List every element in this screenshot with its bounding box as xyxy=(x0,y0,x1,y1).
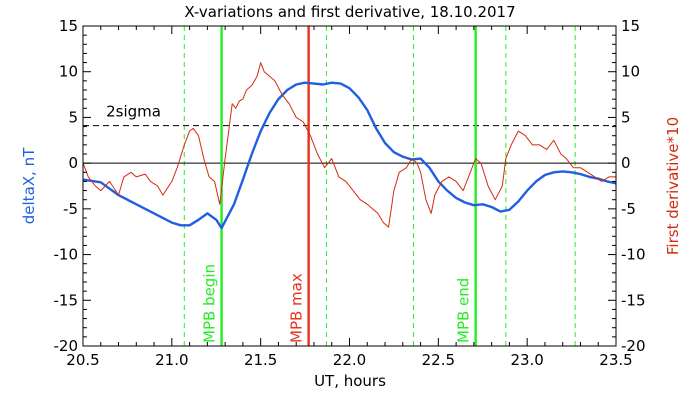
reference-lines: 2sigma xyxy=(83,103,616,164)
right-y-tick-label: -20 xyxy=(621,337,646,355)
x-tick-label: 23.0 xyxy=(510,351,543,369)
sigma-label: 2sigma xyxy=(106,103,161,121)
left-y-tick-label: 15 xyxy=(59,17,78,35)
x-tick-label: 21.5 xyxy=(244,351,277,369)
deltaX-series-line xyxy=(82,81,617,230)
marker-label-2: MPB end xyxy=(455,278,473,343)
x-tick-label: 20.5 xyxy=(66,351,99,369)
left-y-tick-label: -5 xyxy=(63,200,78,218)
left-y-tick-label: 10 xyxy=(59,63,78,81)
right-y-tick-label: -10 xyxy=(621,246,646,264)
x-axis-label: UT, hours xyxy=(314,372,386,390)
left-y-tick-label: -15 xyxy=(54,291,79,309)
x-tick-label: 23.5 xyxy=(599,351,632,369)
marker-label-1: MPB max xyxy=(288,273,306,343)
right-y-tick-label: -15 xyxy=(621,291,646,309)
right-y-tick-label: 10 xyxy=(621,63,640,81)
x-tick-label: 22.0 xyxy=(333,351,366,369)
derivative-series-line xyxy=(82,62,616,228)
right-y-axis-label: First derivative*10 xyxy=(664,117,682,255)
right-y-tick-label: 5 xyxy=(621,108,631,126)
left-y-tick-label: 5 xyxy=(68,108,78,126)
x-tick-label: 22.5 xyxy=(422,351,455,369)
chart-title: X-variations and first derivative, 18.10… xyxy=(184,3,515,21)
right-y-tick-label: 0 xyxy=(621,154,631,172)
axes: -20 -20 -15 -15 -10 -10 -5 -5 0 0 5 5 10 10 15 15 20.5 21… xyxy=(54,17,646,369)
left-y-tick-label: 0 xyxy=(68,154,78,172)
left-y-axis-label: deltaX, nT xyxy=(20,147,38,224)
right-y-tick-label: 15 xyxy=(621,17,640,35)
left-y-tick-label: -10 xyxy=(54,246,79,264)
right-y-tick-label: -5 xyxy=(621,200,636,218)
labels: MPB begin MPB max MPB end xyxy=(201,264,473,343)
marker-label-0: MPB begin xyxy=(201,264,219,343)
x-tick-label: 21.0 xyxy=(155,351,188,369)
left-y-tick-label: -20 xyxy=(54,337,79,355)
series-lines xyxy=(82,62,617,230)
